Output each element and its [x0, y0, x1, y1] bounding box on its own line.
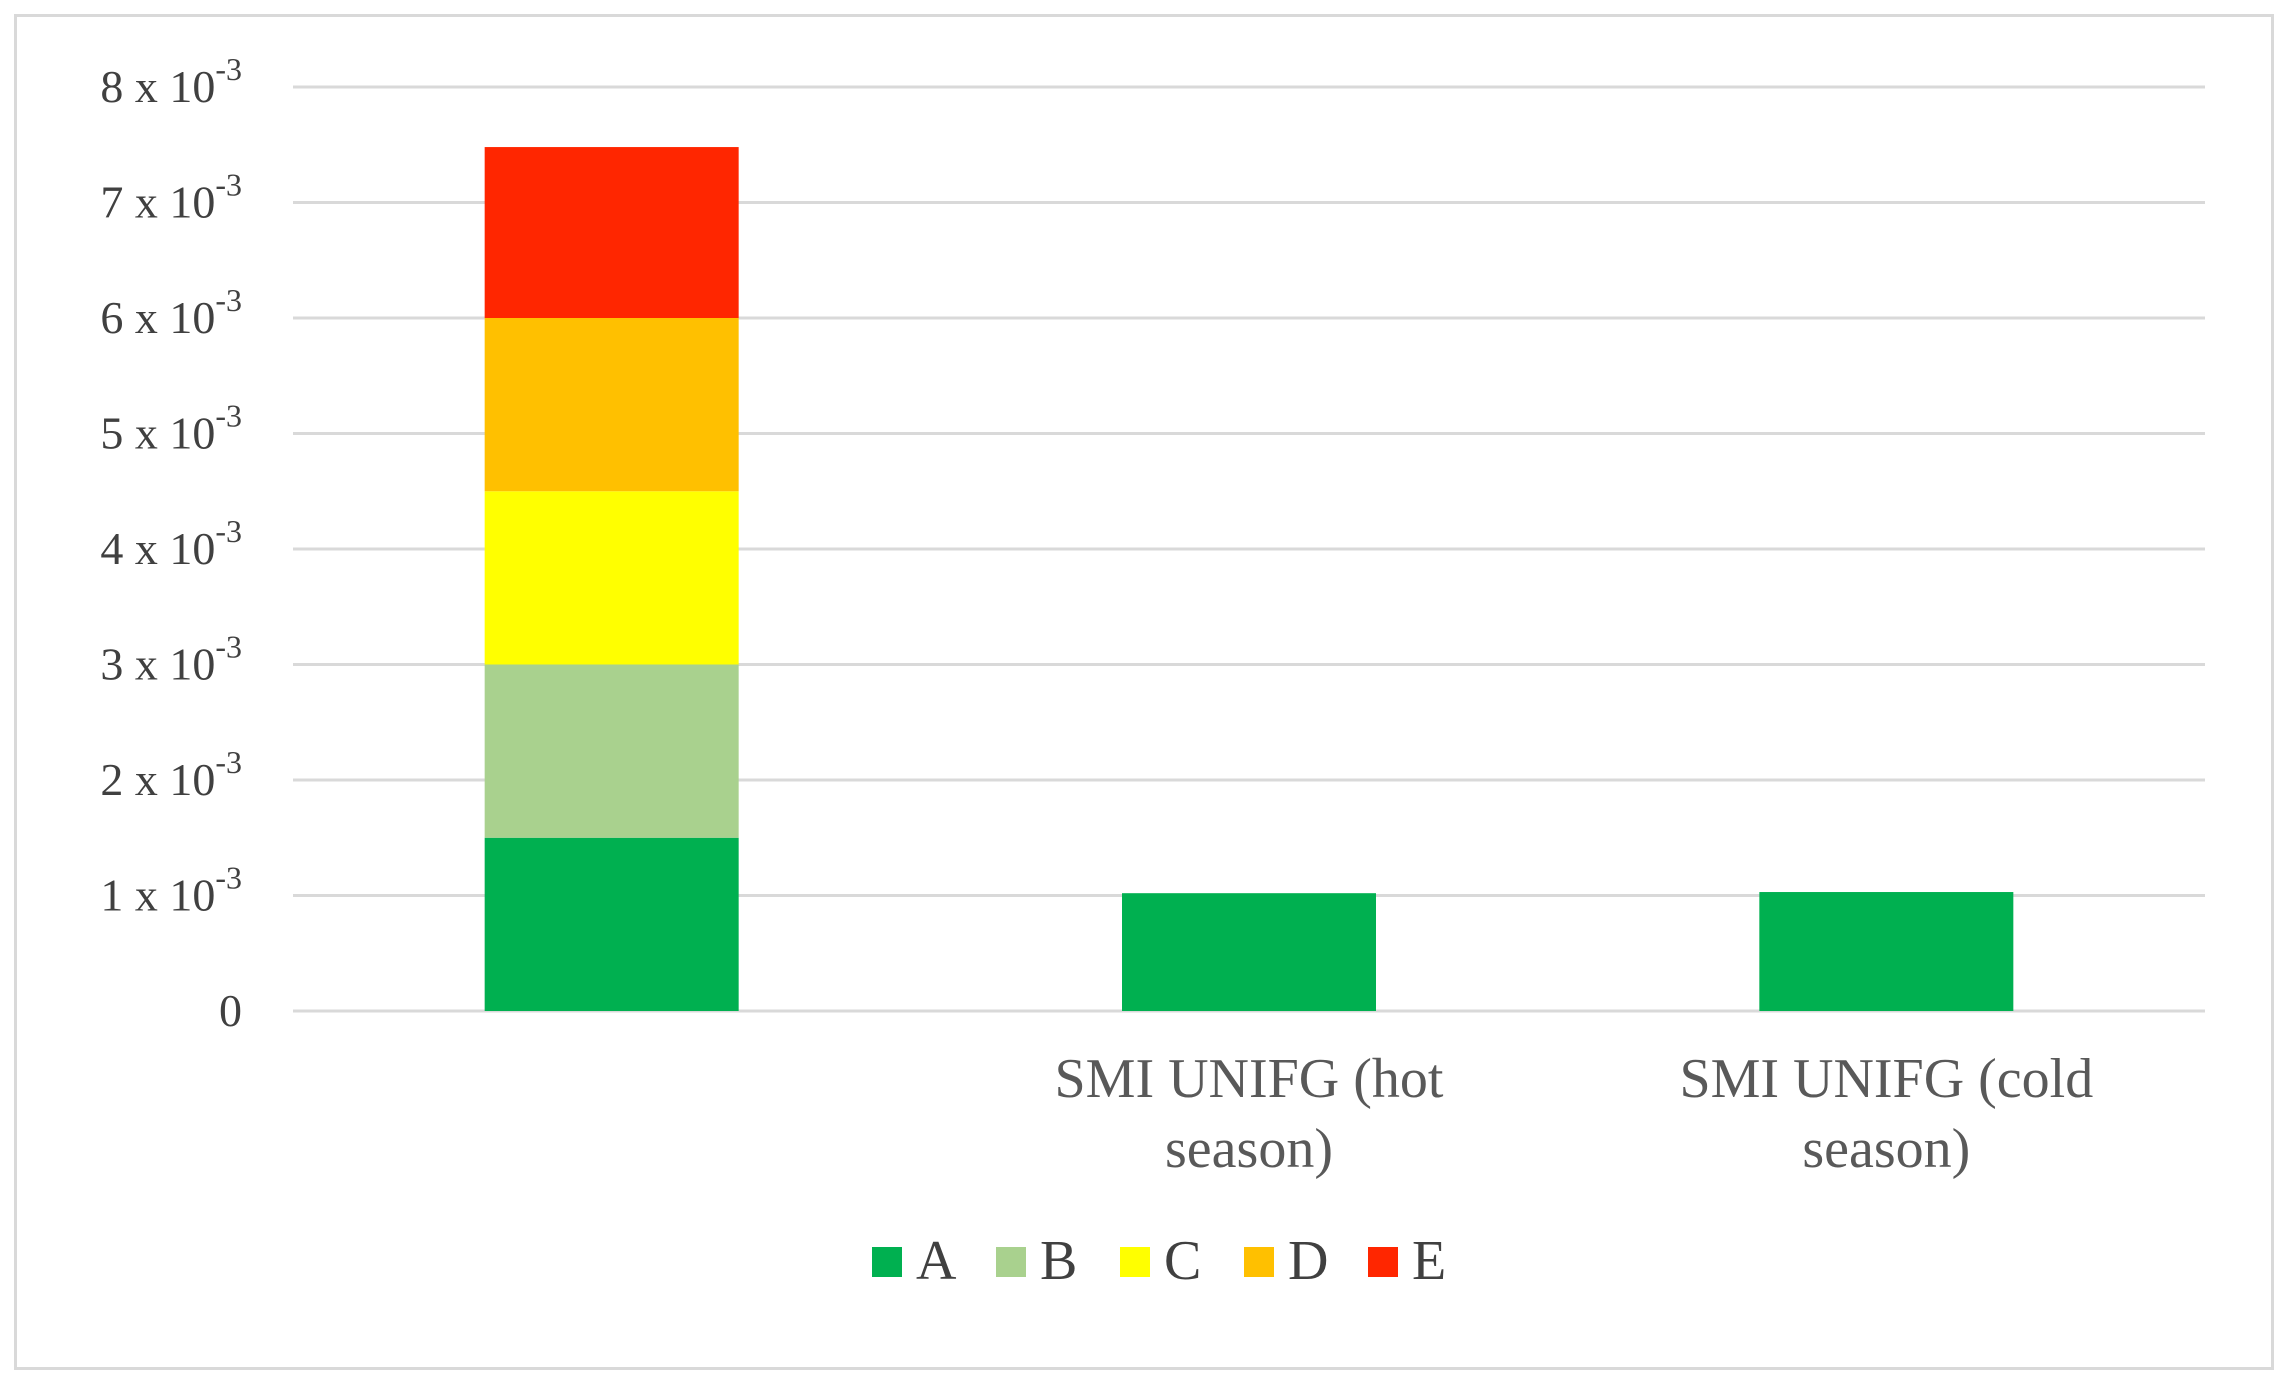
y-tick-label: 7 x 10-3	[100, 167, 242, 228]
legend-swatch-a	[872, 1247, 902, 1277]
stacked-bar-chart: 0 1 x 10-3 2 x 10-3 3 x 10-3 4 x 10-3 5 x 10-…	[100, 51, 2205, 1292]
y-tick-label: 3 x 10-3	[100, 629, 242, 690]
x-category-label: SMI UNIFG (hot	[1055, 1048, 1444, 1110]
bar-segment-a	[1759, 892, 2014, 1011]
legend-label-e: E	[1412, 1230, 1446, 1292]
y-tick-label: 5 x 10-3	[100, 398, 242, 459]
legend-swatch-b	[996, 1247, 1026, 1277]
x-category-label: season)	[1802, 1118, 1970, 1180]
legend-label-c: C	[1164, 1230, 1201, 1292]
y-tick-label: 2 x 10-3	[100, 744, 242, 805]
y-tick-label: 1 x 10-3	[100, 860, 242, 921]
chart-frame: 0 1 x 10-3 2 x 10-3 3 x 10-3 4 x 10-3 5 x 10-…	[14, 14, 2274, 1370]
y-tick-label: 4 x 10-3	[100, 513, 242, 574]
x-category-label: season)	[1165, 1118, 1333, 1180]
bar-segment-c	[484, 491, 739, 665]
y-tick-label: 6 x 10-3	[100, 282, 242, 343]
bar-segment-e	[484, 147, 739, 318]
bar-segment-b	[484, 664, 739, 838]
bars	[484, 147, 2014, 1011]
legend-swatch-e	[1368, 1247, 1398, 1277]
legend-swatch-c	[1120, 1247, 1150, 1277]
x-category-label: SMI UNIFG (cold	[1679, 1048, 2093, 1110]
legend-label-d: D	[1288, 1230, 1328, 1292]
legend: A B C D E	[872, 1230, 1446, 1292]
bar-segment-a	[1122, 893, 1376, 1011]
legend-label-b: B	[1040, 1230, 1077, 1292]
bar-segment-a	[484, 837, 739, 1011]
y-tick-label: 0	[219, 985, 242, 1036]
y-axis-ticks: 0 1 x 10-3 2 x 10-3 3 x 10-3 4 x 10-3 5 x 10-…	[100, 51, 242, 1036]
x-axis-category-labels: SMI UNIFG (hot season) SMI UNIFG (cold seas…	[1055, 1048, 2094, 1180]
y-tick-label: 8 x 10-3	[100, 51, 242, 112]
legend-swatch-d	[1244, 1247, 1274, 1277]
bar-segment-d	[484, 318, 739, 492]
legend-label-a: A	[916, 1230, 957, 1292]
